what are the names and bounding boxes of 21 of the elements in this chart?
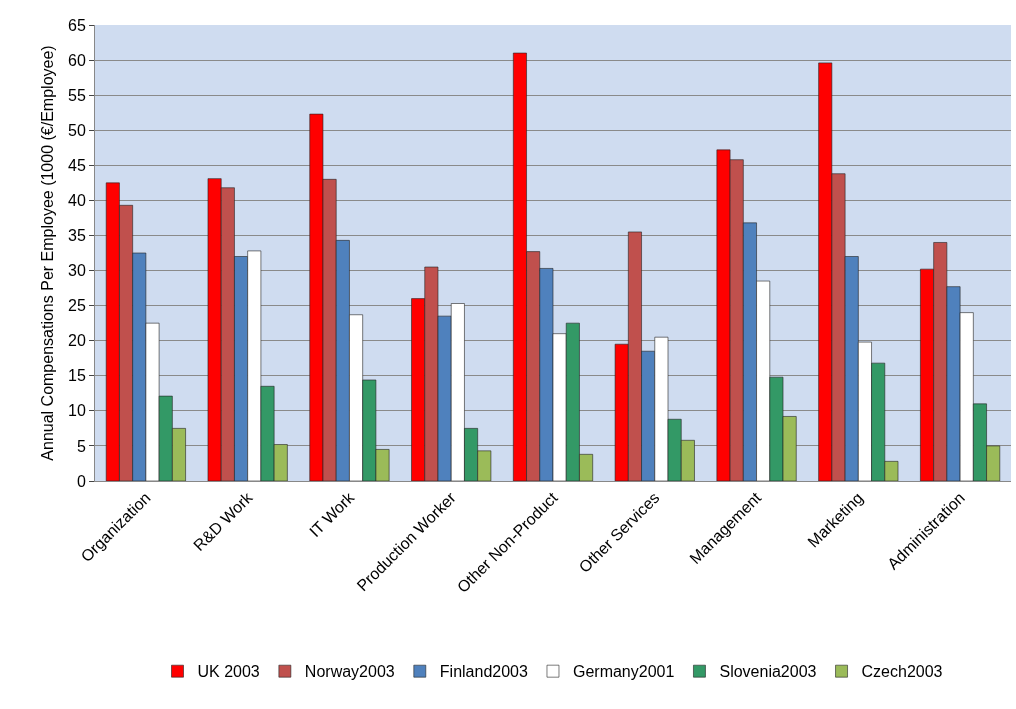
y-tick-label: 35 (68, 227, 86, 245)
y-tick-label: 15 (68, 367, 86, 385)
y-tick-label: 50 (68, 121, 86, 139)
legend-label: UK 2003 (197, 663, 260, 681)
legend-label: Germany2001 (572, 663, 675, 681)
y-tick-label: 45 (68, 156, 86, 174)
y-tick-label: 65 (68, 16, 86, 34)
y-tick-label: 60 (68, 51, 86, 69)
y-tick-label: 5 (76, 437, 86, 455)
y-tick-label: 10 (68, 402, 86, 420)
y-tick-label: 20 (68, 332, 86, 350)
legend-label: Norway2003 (304, 663, 395, 681)
legend-label: Czech2003 (861, 663, 943, 681)
y-tick-label: 25 (68, 297, 86, 315)
y-axis-title: Annual Compensations Per Employee (1000 (€/Employee) (39, 45, 56, 461)
y-tick-label: 55 (68, 86, 86, 104)
legend-label: Slovenia2003 (719, 663, 817, 681)
y-tick-label: 30 (68, 262, 86, 280)
y-tick-label: 40 (68, 191, 86, 209)
y-tick-label: 0 (76, 472, 86, 490)
legend-label: Finland2003 (439, 663, 528, 681)
